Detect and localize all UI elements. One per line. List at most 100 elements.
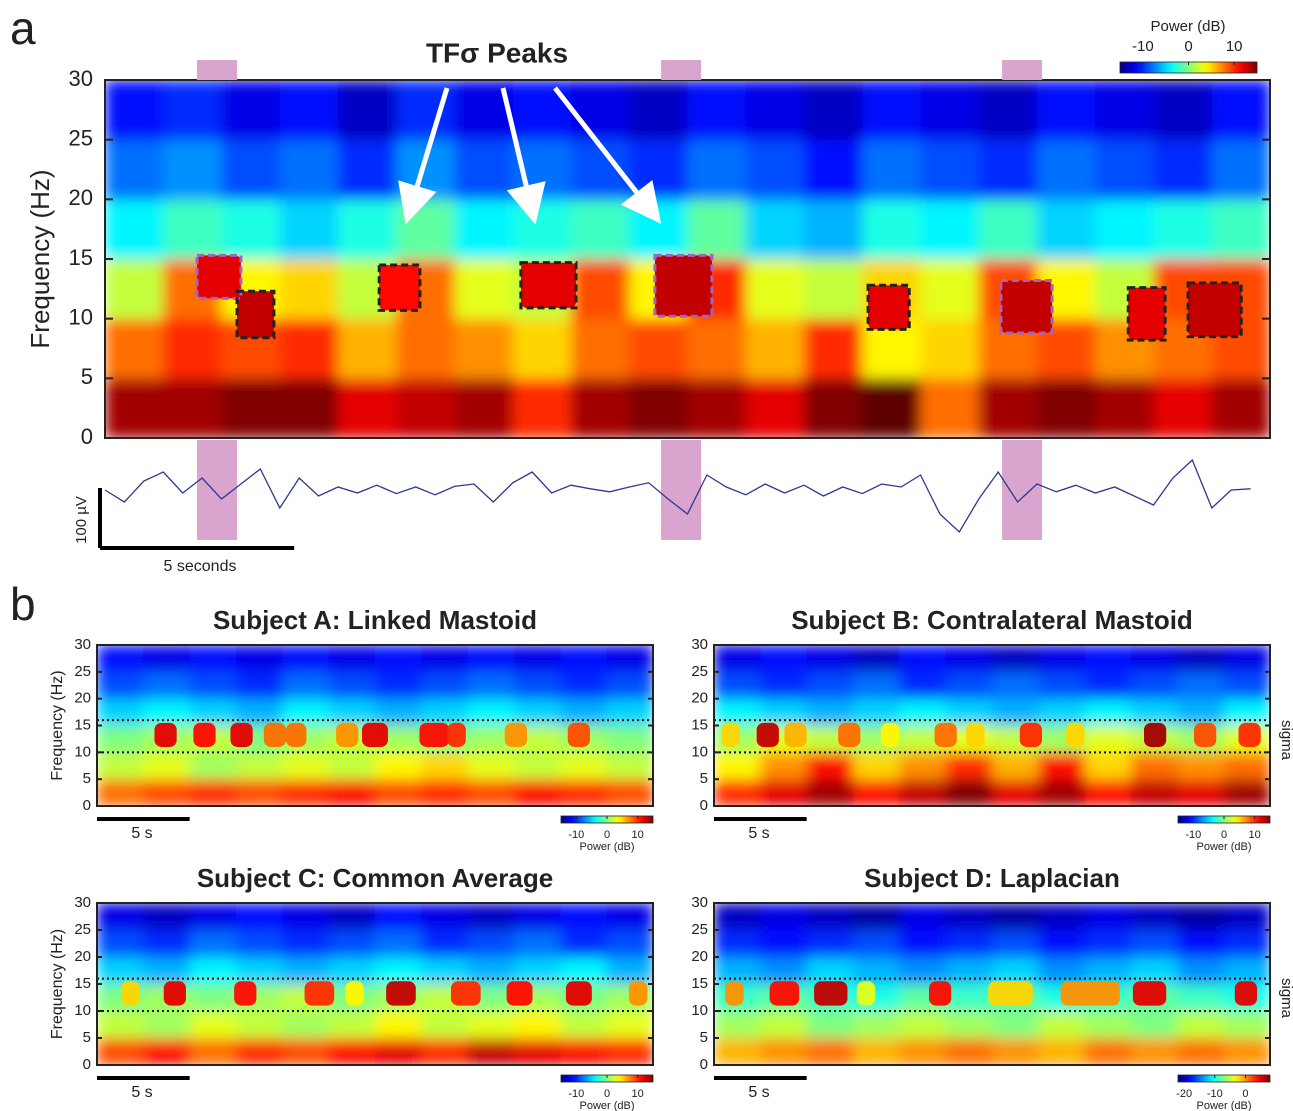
heatmap-cell bbox=[105, 378, 164, 438]
heatmap-cell bbox=[1037, 199, 1096, 259]
heatmap-cell bbox=[421, 645, 468, 672]
figure: 051015202530Frequency (Hz)a-10010Power (… bbox=[0, 0, 1293, 1111]
y-tick-label: 10 bbox=[74, 1002, 91, 1019]
plot-area bbox=[97, 903, 654, 1066]
heatmap-cell bbox=[236, 672, 283, 699]
heatmap-cell bbox=[921, 80, 980, 140]
heatmap-cell bbox=[329, 903, 376, 931]
heatmap-cell bbox=[1154, 80, 1213, 140]
plot-area bbox=[97, 645, 654, 807]
heatmap-cell bbox=[946, 779, 993, 806]
heatmap-cell bbox=[1224, 645, 1271, 672]
heatmap-cell bbox=[514, 930, 561, 958]
heatmap-cell bbox=[853, 903, 900, 931]
heatmap-cell bbox=[468, 672, 515, 699]
time-scalebar-label: 5 s bbox=[748, 1084, 769, 1101]
heatmap-cell bbox=[1038, 1011, 1085, 1039]
heatmap-cell bbox=[236, 957, 283, 985]
heatmap-cell bbox=[282, 903, 329, 931]
heatmap-cell bbox=[688, 378, 747, 438]
sigma-peak bbox=[507, 981, 533, 1005]
colorbar-title: Power (dB) bbox=[579, 841, 634, 853]
heatmap-cell bbox=[455, 378, 514, 438]
heatmap-cell bbox=[946, 645, 993, 672]
heatmap-cell bbox=[571, 259, 630, 319]
sigma-peak bbox=[345, 981, 364, 1005]
heatmap-cell bbox=[329, 752, 376, 779]
colorbar-title: Power (dB) bbox=[1150, 18, 1225, 35]
heatmap-cell bbox=[190, 1011, 237, 1039]
heatmap-cell bbox=[1224, 903, 1271, 931]
colorbar-tick-label: -10 bbox=[1132, 38, 1154, 55]
colorbar-tick-label: -20 bbox=[1176, 1088, 1192, 1100]
heatmap-cell bbox=[222, 199, 281, 259]
sigma-peak bbox=[1061, 981, 1120, 1005]
spindle-highlight bbox=[661, 440, 701, 540]
heatmap-cell bbox=[97, 752, 144, 779]
heatmap-cell bbox=[1131, 957, 1178, 985]
sigma-peak bbox=[234, 981, 256, 1005]
heatmap-cell bbox=[236, 752, 283, 779]
heatmap-cell bbox=[190, 645, 237, 672]
heatmap-cell bbox=[560, 930, 607, 958]
y-tick-label: 25 bbox=[691, 921, 708, 938]
heatmap-cell bbox=[329, 779, 376, 806]
heatmap-cell bbox=[468, 752, 515, 779]
heatmap-cell bbox=[1085, 752, 1132, 779]
time-scalebar-label: 5 s bbox=[131, 1084, 152, 1101]
y-tick-label: 15 bbox=[691, 716, 708, 733]
heatmap-cell bbox=[1224, 779, 1271, 806]
heatmap-cell bbox=[329, 957, 376, 985]
heatmap-cell bbox=[862, 378, 921, 438]
heatmap-cell bbox=[760, 672, 807, 699]
heatmap-cell bbox=[746, 80, 805, 140]
colorbar-tick-label: -10 bbox=[1207, 1088, 1223, 1100]
heatmap-cell bbox=[1131, 1011, 1178, 1039]
heatmap-cell bbox=[921, 199, 980, 259]
heatmap-cell bbox=[899, 672, 946, 699]
heatmap-cell bbox=[804, 319, 863, 379]
heatmap-cell bbox=[714, 957, 761, 985]
heatmap-cell bbox=[143, 699, 190, 726]
heatmap-cell bbox=[1095, 199, 1154, 259]
heatmap-cell bbox=[946, 930, 993, 958]
subplot-title: Subject B: Contralateral Mastoid bbox=[791, 605, 1193, 635]
heatmap-cell bbox=[105, 140, 164, 200]
y-tick-label: 5 bbox=[700, 1029, 708, 1046]
heatmap-cell bbox=[421, 1038, 468, 1066]
heatmap-cell bbox=[560, 645, 607, 672]
heatmap-cell bbox=[1177, 1038, 1224, 1066]
heatmap-cell bbox=[992, 1038, 1039, 1066]
heatmap-cell bbox=[899, 957, 946, 985]
heatmap-cell bbox=[862, 199, 921, 259]
heatmap-cell bbox=[143, 1038, 190, 1066]
heatmap-cell bbox=[1212, 80, 1271, 140]
sigma-peak bbox=[935, 723, 957, 747]
sigma-peak bbox=[419, 723, 449, 747]
y-tick-label: 10 bbox=[691, 1002, 708, 1019]
heatmap-cell bbox=[1085, 779, 1132, 806]
heatmap-cell bbox=[514, 645, 561, 672]
heatmap-cell bbox=[714, 672, 761, 699]
heatmap-cell bbox=[688, 140, 747, 200]
heatmap-cell bbox=[280, 378, 339, 438]
spindle-highlight bbox=[1002, 60, 1042, 80]
heatmap-cell bbox=[946, 672, 993, 699]
heatmap-cell bbox=[760, 779, 807, 806]
heatmap-cell bbox=[714, 903, 761, 931]
heatmap-cell bbox=[222, 80, 281, 140]
heatmap-cell bbox=[1224, 699, 1271, 726]
y-tick-label: 15 bbox=[74, 975, 91, 992]
heatmap-cell bbox=[513, 199, 572, 259]
amplitude-scalebar-label: 100 µV bbox=[73, 496, 90, 544]
heatmap-cell bbox=[468, 957, 515, 985]
heatmap-cell bbox=[1131, 1038, 1178, 1066]
heatmap-cell bbox=[1177, 984, 1224, 1012]
sigma-peak bbox=[286, 723, 306, 747]
heatmap-cell bbox=[1154, 140, 1213, 200]
heatmap-cell bbox=[804, 378, 863, 438]
heatmap-cell bbox=[1085, 957, 1132, 985]
heatmap-cell bbox=[421, 779, 468, 806]
peak-fill bbox=[1128, 288, 1165, 341]
sigma-peak bbox=[757, 723, 779, 747]
